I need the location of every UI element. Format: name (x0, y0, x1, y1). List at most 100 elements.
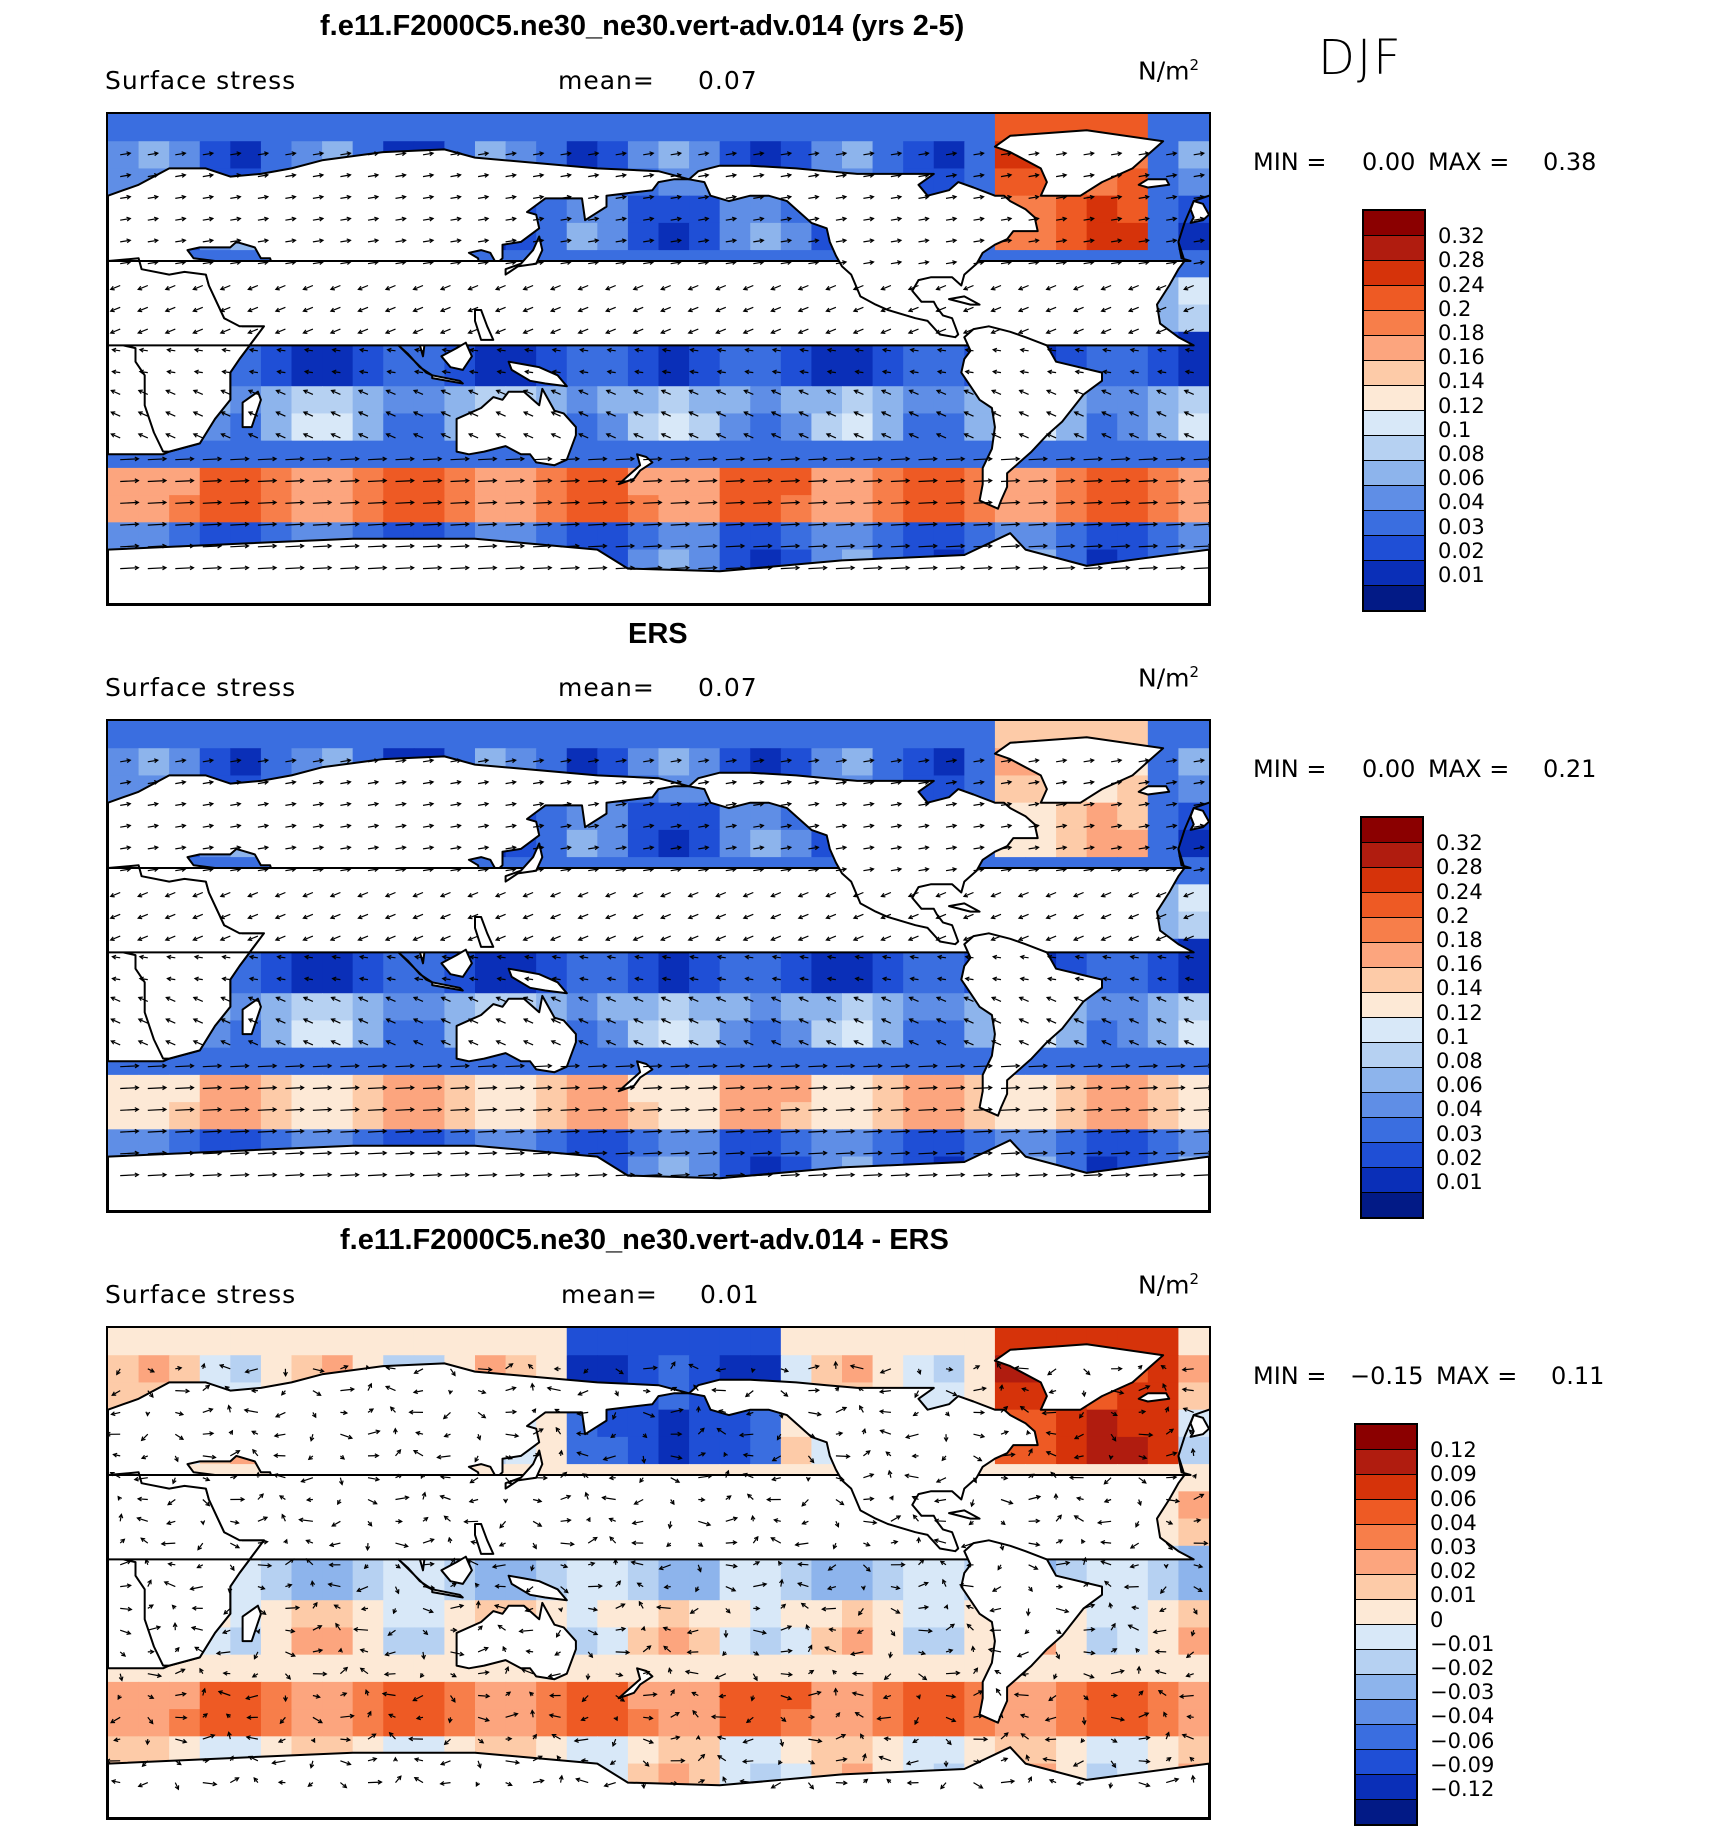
colorbar-box (1356, 1700, 1416, 1725)
panel-1-variable: Surface stress (105, 66, 296, 95)
panel-3-map (106, 1326, 1211, 1820)
colorbar-tick-label: 0.28 (1438, 248, 1485, 272)
stress-vector (712, 1390, 725, 1391)
colorbar-tick-label: 0.1 (1438, 418, 1471, 442)
panel-3-units: N/m2 (1138, 1270, 1199, 1299)
colorbar-tick-label: 0.32 (1438, 224, 1485, 248)
colorbar-tick-label: 0.28 (1436, 855, 1483, 879)
colorbar-tick-label: −0.06 (1430, 1729, 1494, 1753)
colorbar-tick-label: 0.03 (1438, 515, 1485, 539)
colorbar-box (1364, 436, 1424, 461)
stress-vector (175, 1391, 189, 1392)
colorbar-box (1364, 336, 1424, 361)
stress-vector (465, 1521, 479, 1522)
colorbar-box (1356, 1475, 1416, 1500)
colorbar-box (1356, 1450, 1416, 1475)
colorbar-tick-label: 0.14 (1438, 369, 1485, 393)
colorbar-tick-label: 0.04 (1430, 1511, 1477, 1535)
colorbar-box (1362, 1068, 1422, 1093)
colorbar-box (1356, 1500, 1416, 1525)
panel-3-max-label: MAX = (1436, 1362, 1517, 1390)
panel-2-variable: Surface stress (105, 673, 296, 702)
panel-3-mean-label: mean= (561, 1280, 658, 1309)
colorbar-tick-label: 0.06 (1438, 466, 1485, 490)
colorbar-tick-label: 0.14 (1436, 976, 1483, 1000)
panel-2-max-value: 0.21 (1543, 755, 1596, 783)
colorbar-tick-label: 0.12 (1430, 1438, 1477, 1462)
colorbar-tick-label: 0.08 (1436, 1049, 1483, 1073)
colorbar-tick-label: 0.24 (1436, 880, 1483, 904)
colorbar-tick-label: 0.12 (1438, 394, 1485, 418)
colorbar-tick-label: 0 (1430, 1608, 1443, 1632)
panel-2-title: ERS (628, 618, 688, 651)
colorbar-tick-label: 0.12 (1436, 1001, 1483, 1025)
colorbar-tick-label: 0.18 (1436, 928, 1483, 952)
panel-2-map (106, 719, 1211, 1213)
colorbar-box (1356, 1600, 1416, 1625)
panel-1-max-label: MAX = (1428, 148, 1509, 176)
colorbar-tick-label: 0.04 (1438, 490, 1485, 514)
colorbar-box (1362, 1043, 1422, 1068)
colorbar-boxes (1354, 1423, 1418, 1826)
panel-1-mean-label: mean= (558, 66, 655, 95)
colorbar-boxes (1362, 209, 1426, 612)
colorbar-box (1362, 943, 1422, 968)
colorbar-box (1364, 286, 1424, 311)
colorbar-tick-label: 0.1 (1436, 1025, 1469, 1049)
colorbar-tick-label: 0.02 (1430, 1559, 1477, 1583)
stress-vector (588, 1586, 602, 1587)
colorbar-box (1356, 1775, 1416, 1800)
colorbar-tick-label: 0.06 (1436, 1073, 1483, 1097)
panel-2-mean-value: 0.07 (698, 673, 758, 702)
panel-3-title: f.e11.F2000C5.ne30_ne30.vert-adv.014 - E… (340, 1224, 949, 1257)
panel-3-min-label: MIN = (1253, 1362, 1326, 1390)
colorbar-box (1356, 1525, 1416, 1550)
colorbar-tick-label: 0.08 (1438, 442, 1485, 466)
colorbar-box (1356, 1675, 1416, 1700)
colorbar-box (1362, 1118, 1422, 1143)
colorbar-box (1362, 918, 1422, 943)
colorbar-box (1362, 1018, 1422, 1043)
colorbar-tick-label: 0.2 (1438, 297, 1471, 321)
panel-2-mean-label: mean= (558, 673, 655, 702)
colorbar-box (1356, 1550, 1416, 1575)
colorbar-tick-label: 0.01 (1436, 1170, 1483, 1194)
panel-2-max-label: MAX = (1428, 755, 1509, 783)
colorbar-tick-label: −0.12 (1430, 1777, 1494, 1801)
colorbar-tick-label: −0.09 (1430, 1753, 1494, 1777)
panel-1-map (106, 112, 1211, 606)
panel-1-units: N/m2 (1138, 56, 1199, 85)
colorbar-box (1364, 586, 1424, 610)
colorbar-box (1364, 311, 1424, 336)
panel-2-units: N/m2 (1138, 663, 1199, 692)
colorbar-box (1362, 1143, 1422, 1168)
panel-2-min-label: MIN = (1253, 755, 1326, 783)
colorbar-box (1364, 486, 1424, 511)
panel-3-max-value: 0.11 (1551, 1362, 1604, 1390)
colorbar-tick-label: 0.18 (1438, 321, 1485, 345)
panel-1-max-value: 0.38 (1543, 148, 1596, 176)
panel-3-mean-value: 0.01 (700, 1280, 760, 1309)
colorbar-tick-label: −0.02 (1430, 1656, 1494, 1680)
colorbar-boxes (1360, 816, 1424, 1219)
colorbar-box (1362, 818, 1422, 843)
colorbar-box (1362, 843, 1422, 868)
colorbar-tick-label: 0.24 (1438, 273, 1485, 297)
colorbar-tick-label: 0.09 (1430, 1462, 1477, 1486)
colorbar-box (1362, 1093, 1422, 1118)
colorbar-box (1362, 993, 1422, 1018)
panel-1-min-label: MIN = (1253, 148, 1326, 176)
colorbar-tick-label: 0.03 (1436, 1122, 1483, 1146)
colorbar-box (1356, 1725, 1416, 1750)
colorbar-box (1362, 1193, 1422, 1217)
panel-1-title: f.e11.F2000C5.ne30_ne30.vert-adv.014 (yr… (320, 10, 964, 43)
season-label: DJF (1318, 30, 1403, 86)
colorbar-box (1356, 1575, 1416, 1600)
colorbar-tick-label: 0.03 (1430, 1535, 1477, 1559)
colorbar-tick-label: 0.02 (1438, 539, 1485, 563)
colorbar-box (1356, 1625, 1416, 1650)
colorbar-box (1356, 1425, 1416, 1450)
colorbar-tick-label: 0.16 (1438, 345, 1485, 369)
colorbar-box (1364, 561, 1424, 586)
colorbar-box (1364, 511, 1424, 536)
